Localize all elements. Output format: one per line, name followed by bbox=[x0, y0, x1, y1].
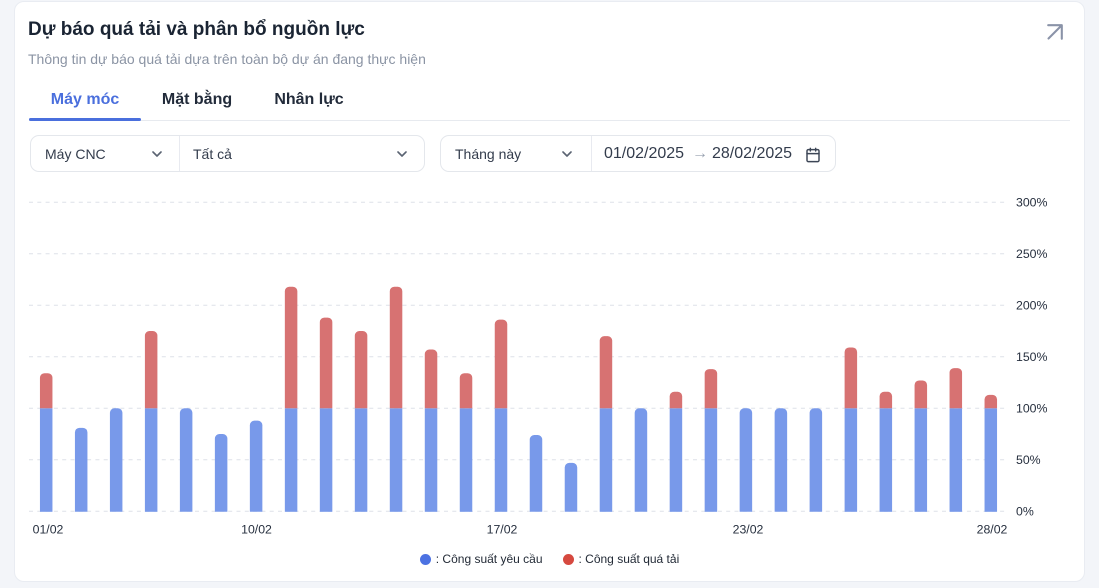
svg-text:100%: 100% bbox=[1016, 401, 1048, 415]
svg-text:50%: 50% bbox=[1016, 453, 1041, 467]
svg-text:28/02: 28/02 bbox=[977, 523, 1008, 537]
svg-text:200%: 200% bbox=[1016, 298, 1048, 312]
svg-text:250%: 250% bbox=[1016, 247, 1048, 261]
svg-text:10/02: 10/02 bbox=[241, 523, 272, 537]
svg-text:150%: 150% bbox=[1016, 350, 1048, 364]
svg-text:01/02: 01/02 bbox=[33, 523, 64, 537]
svg-text:23/02: 23/02 bbox=[733, 523, 764, 537]
svg-text:17/02: 17/02 bbox=[487, 523, 518, 537]
svg-text:0%: 0% bbox=[1016, 505, 1034, 519]
svg-text:300%: 300% bbox=[1016, 195, 1048, 209]
